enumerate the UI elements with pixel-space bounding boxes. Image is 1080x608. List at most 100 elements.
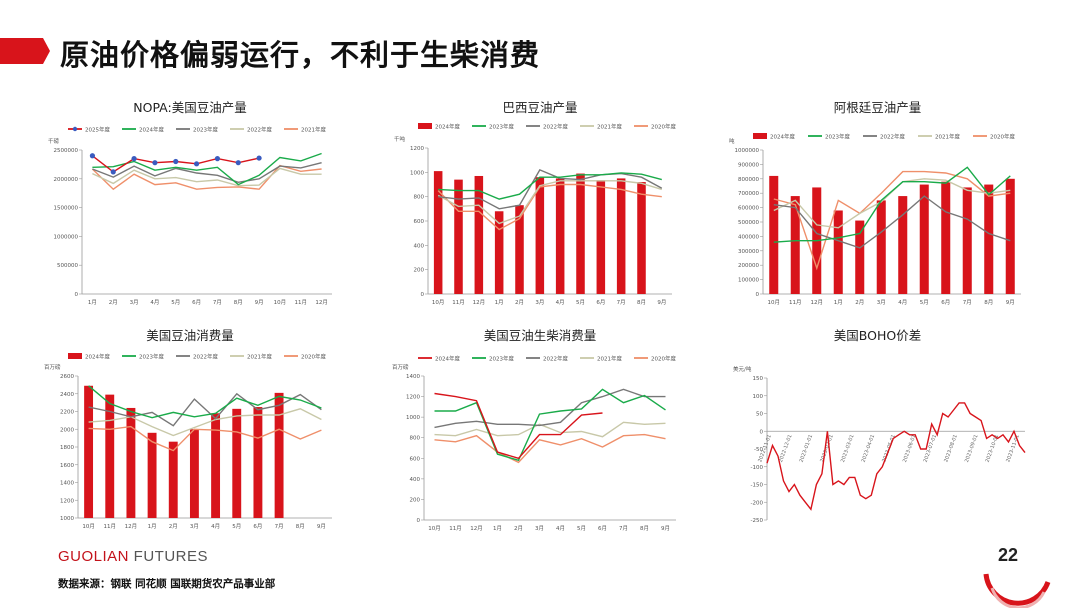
x-date-label: 2023-11-01 [1005, 434, 1021, 463]
axis-unit-label: 千磅 [48, 137, 60, 145]
legend-label: 2023年度 [489, 355, 514, 363]
legend-label: 2021年度 [301, 126, 326, 134]
x-tick-label: 10月 [82, 523, 95, 530]
x-tick-label: 11月 [295, 299, 308, 306]
x-tick-label: 4月 [556, 299, 565, 306]
x-tick-label: 9月 [661, 525, 670, 532]
x-tick-label: 2月 [169, 523, 178, 530]
bar [769, 175, 779, 294]
legend-label: 2024年度 [85, 353, 110, 361]
legend-marker [72, 126, 78, 132]
series-line [773, 178, 1011, 229]
y-tick-label: 0 [756, 292, 760, 298]
bar [126, 407, 136, 518]
x-tick-label: 8月 [984, 299, 993, 306]
y-tick-label: 1200 [406, 395, 420, 401]
x-tick-label: 2月 [515, 299, 524, 306]
x-date-label: 2023-04-01 [861, 434, 877, 463]
bar [253, 407, 263, 518]
axis-unit-label: 百万磅 [392, 363, 409, 371]
bar [454, 179, 463, 294]
y-tick-label: 1400 [60, 481, 74, 487]
x-tick-label: 8月 [640, 525, 649, 532]
bar [790, 196, 800, 294]
bar [555, 178, 565, 294]
y-tick-label: 500000 [57, 263, 78, 269]
series-line [438, 172, 662, 200]
legend-label: 2024年度 [139, 126, 164, 134]
y-tick-label: 400 [414, 243, 425, 249]
bar [919, 184, 929, 294]
y-tick-label: 1500000 [54, 206, 79, 212]
y-tick-label: 200 [410, 497, 421, 503]
legend-label: 2020年度 [651, 355, 676, 363]
y-tick-label: 2400 [60, 392, 74, 398]
x-tick-label: 5月 [920, 299, 929, 306]
x-date-label: 2023-01-01 [799, 434, 815, 463]
legend-label: 2021年度 [597, 355, 622, 363]
series-line [434, 433, 666, 464]
series-point [131, 156, 137, 162]
series-point [152, 160, 158, 166]
series-line [434, 421, 666, 438]
legend-label: 2024年度 [770, 133, 795, 141]
legend-label: 2023年度 [825, 133, 850, 141]
y-tick-label: 200 [414, 268, 425, 274]
y-tick-label: 0 [417, 518, 421, 524]
x-date-label: 2023-06-01 [902, 434, 918, 463]
chart-title: NOPA:美国豆油产量 [133, 100, 246, 115]
x-date-label: 2023-09-01 [964, 434, 980, 463]
series-line [88, 425, 322, 452]
x-tick-label: 9月 [657, 299, 666, 306]
x-tick-label: 10月 [768, 299, 781, 306]
chart-title: 美国BOHO价差 [834, 328, 921, 343]
x-tick-label: 6月 [941, 299, 950, 306]
data-source: 数据来源：钢联 同花顺 国联期货农产品事业部 [58, 578, 276, 590]
bar [189, 429, 199, 518]
series-line [773, 166, 1011, 243]
x-tick-label: 7月 [213, 299, 222, 306]
y-tick-label: 50 [756, 412, 763, 418]
legend-label: 2025年度 [85, 126, 110, 134]
series-line [437, 183, 662, 231]
legend-label: 2023年度 [139, 353, 164, 361]
series-line [437, 180, 663, 225]
y-tick-label: -100 [751, 465, 764, 471]
y-tick-label: 2000 [60, 427, 74, 433]
x-tick-label: 2月 [855, 299, 864, 306]
legend-label: 2024年度 [435, 355, 460, 363]
bar [105, 394, 115, 518]
x-tick-label: 9月 [317, 523, 326, 530]
x-date-label: 2022-12-01 [778, 434, 794, 463]
x-tick-label: 4月 [556, 525, 565, 532]
x-date-label: 2023-03-01 [840, 434, 856, 463]
series-line-boho [766, 402, 1026, 511]
series-point [256, 155, 262, 161]
x-tick-label: 8月 [296, 523, 305, 530]
chart-brazil: 巴西豆油产量 2024年度 2023年度 2022年度 2021年度 2020年度 千吨 0 2… [390, 92, 690, 322]
bar [232, 408, 242, 518]
y-tick-label: 1200 [410, 146, 424, 152]
y-tick-label: 100000 [738, 278, 759, 284]
x-date-label: 2023-08-01 [943, 434, 959, 463]
chart-us-consumption: 美国豆油消费量 2024年度 2023年度 2022年度 2021年度 2020年度 百万磅… [40, 320, 340, 545]
bar [596, 180, 606, 294]
x-tick-label: 5月 [171, 299, 180, 306]
x-tick-label: 4月 [211, 523, 220, 530]
y-tick-label: 100 [753, 394, 764, 400]
chart-us-biodiesel: 美国豆油生柴消费量 2024年度 2023年度 2022年度 2021年度 2020年度百… [390, 320, 690, 545]
y-tick-label: 600000 [738, 206, 759, 212]
bar [494, 211, 504, 294]
y-tick-label: 2600 [60, 374, 74, 380]
x-tick-label: 8月 [637, 299, 646, 306]
x-tick-label: 1月 [493, 525, 502, 532]
chart-argentina: 阿根廷豆油产量 2024年度 2023年度 2022年度 2021年度 2020年度吨 0 1… [725, 92, 1030, 322]
legend-label: 2021年度 [247, 353, 272, 361]
bar [274, 392, 284, 518]
y-tick-label: -50 [754, 447, 763, 453]
series-line [92, 162, 322, 184]
bar [84, 385, 94, 518]
x-tick-label: 11月 [789, 299, 802, 306]
bar [855, 220, 865, 294]
legend-label: 2022年度 [543, 355, 568, 363]
